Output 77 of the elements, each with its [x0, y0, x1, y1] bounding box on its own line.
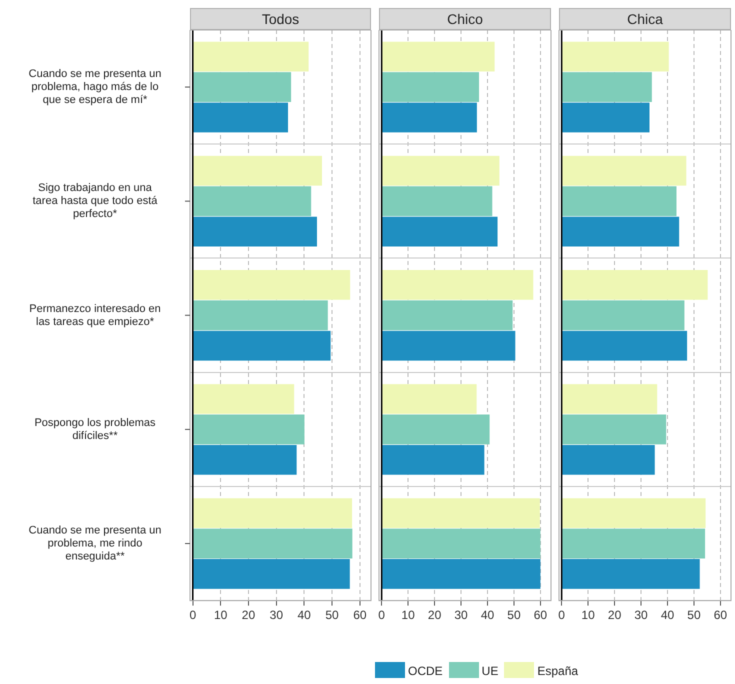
legend-label: OCDE [408, 664, 443, 678]
bar [193, 300, 328, 330]
bar [562, 498, 706, 528]
bar [562, 216, 680, 247]
bar [382, 156, 500, 186]
legend-label: España [537, 664, 578, 678]
y-tick-label: Pospongo los problemas difíciles** [34, 416, 156, 442]
x-tick-label: 0 [558, 608, 566, 622]
x-tick-label: 50 [325, 608, 340, 622]
x-tick-label: 40 [660, 608, 674, 622]
bar [193, 72, 292, 102]
bar [382, 384, 477, 414]
x-tick-label: 0 [378, 608, 386, 622]
bar [382, 414, 490, 444]
bar [382, 72, 480, 102]
y-tick-label: Sigo trabajando en una tarea hasta que todo está perfecto* [32, 182, 158, 220]
x-tick-label: 30 [270, 608, 284, 622]
bar [562, 72, 652, 102]
bar [382, 270, 534, 300]
x-tick-label: 10 [214, 608, 228, 622]
bar [382, 498, 540, 528]
bar [562, 186, 676, 216]
bar [193, 528, 352, 558]
bar [193, 444, 297, 475]
bar [562, 414, 666, 444]
bar [562, 102, 650, 132]
bar [382, 300, 513, 330]
y-tick-label: Cuando se me presenta un problema, hago más de lo que se espera de mí* [28, 68, 162, 106]
bar [382, 444, 484, 475]
bar [562, 330, 688, 361]
x-tick-label: 30 [634, 608, 648, 622]
bar [193, 414, 304, 444]
x-tick-label: 20 [242, 608, 256, 622]
x-tick-label: 60 [534, 608, 548, 622]
bar [382, 42, 495, 72]
bar [193, 42, 309, 72]
bar [562, 444, 655, 475]
bar [382, 216, 498, 247]
bar [562, 42, 669, 72]
x-tick-label: 10 [401, 608, 416, 622]
legend-label: UE [482, 664, 498, 678]
bar [562, 156, 686, 186]
x-tick-label: 50 [687, 608, 701, 622]
bar [193, 186, 312, 216]
bar [382, 330, 516, 361]
x-tick-label: 40 [297, 608, 312, 622]
x-tick-label: 10 [581, 608, 596, 622]
x-tick-label: 0 [189, 608, 196, 622]
chart-title: Todos [190, 8, 371, 30]
y-tick-label: Permanezco interesado en las tareas que empiezo* [29, 302, 161, 328]
x-tick-label: 20 [608, 608, 622, 622]
x-tick-label: 60 [353, 608, 367, 622]
bar [193, 498, 352, 528]
x-tick-label: 20 [428, 608, 442, 622]
x-tick-label: 50 [507, 608, 521, 622]
bar [382, 559, 540, 589]
x-tick-label: 30 [454, 608, 468, 622]
bar [382, 102, 477, 132]
bar [193, 270, 350, 300]
chart-title: Chica [559, 8, 731, 30]
y-tick-label: Cuando se me presenta un problema, me rindo enseguida** [28, 524, 162, 563]
bar [382, 186, 492, 216]
bar [562, 528, 706, 558]
bar [193, 102, 288, 132]
bar [382, 528, 540, 558]
bar [193, 384, 294, 414]
bar [193, 559, 350, 589]
bar [193, 156, 322, 186]
x-tick-label: 60 [714, 608, 728, 622]
bar [562, 559, 700, 589]
bar [562, 270, 708, 300]
bar [193, 330, 331, 361]
bar [562, 384, 658, 414]
x-tick-label: 40 [480, 608, 494, 622]
chart-title: Chico [379, 8, 551, 30]
bar [193, 216, 317, 247]
bar [562, 300, 684, 330]
